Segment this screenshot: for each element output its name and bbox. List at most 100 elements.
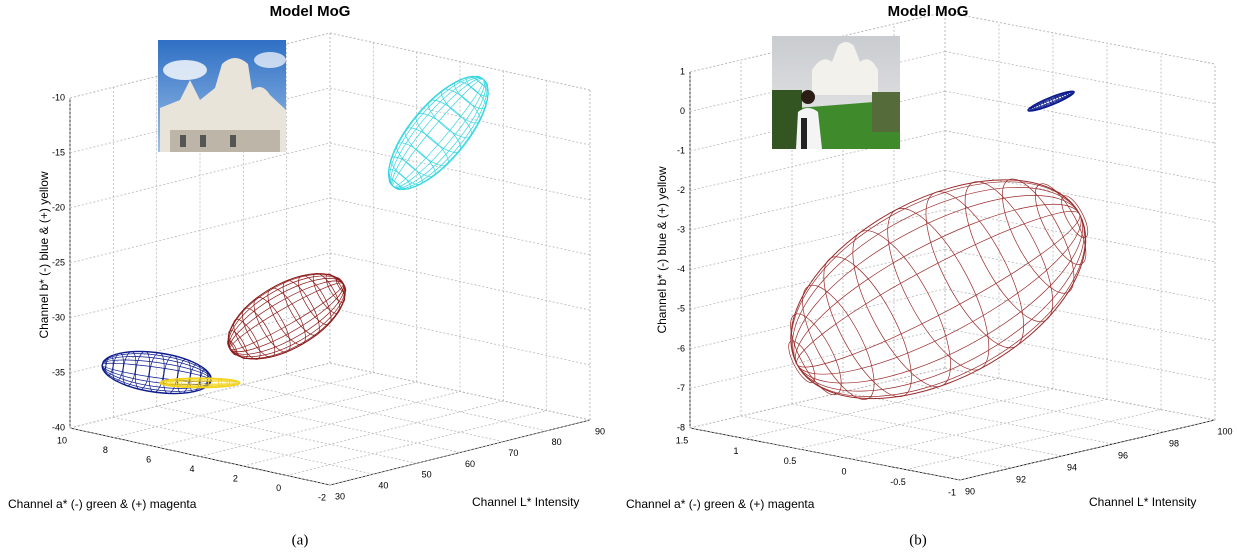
y-tick-label: 6 bbox=[146, 454, 151, 464]
ellipsoid bbox=[788, 178, 1089, 400]
z-axis-label: Channel b* (-) blue & (+) yellow bbox=[655, 166, 669, 333]
grid-line bbox=[944, 11, 1216, 65]
x-axis-label: Channel L* Intensity bbox=[1089, 495, 1196, 509]
z-tick-label: 1 bbox=[680, 66, 685, 76]
z-tick-label: -1 bbox=[677, 145, 685, 155]
y-tick-label: 2 bbox=[233, 473, 238, 483]
grid-line bbox=[689, 367, 946, 429]
y-tick-label: 1 bbox=[733, 446, 738, 456]
grid-line bbox=[905, 409, 1162, 470]
y-tick-label: 10 bbox=[57, 435, 67, 445]
grid-line bbox=[944, 51, 1216, 104]
grid-line bbox=[740, 415, 1012, 469]
grid-line bbox=[329, 307, 591, 366]
grid-line bbox=[944, 248, 1216, 302]
x-tick-label: 90 bbox=[595, 426, 605, 436]
caption: (a) bbox=[292, 532, 309, 548]
x-tick-label: 90 bbox=[965, 486, 975, 496]
ellipsoid-outline bbox=[387, 75, 489, 190]
grid-line bbox=[743, 378, 1000, 439]
y-tick-label: 8 bbox=[103, 445, 108, 455]
ellipsoid-outline bbox=[159, 377, 241, 389]
grid-line bbox=[944, 288, 1216, 342]
grid-line bbox=[199, 395, 461, 453]
wireframe-meridian bbox=[795, 203, 1082, 375]
grid-line bbox=[329, 419, 591, 486]
grid-line bbox=[156, 381, 417, 448]
y-axis-label: Channel a* (-) green & (+) magenta bbox=[8, 497, 197, 511]
z-axis-label: Channel b* (-) blue & (+) yellow bbox=[37, 171, 51, 338]
chart-title: Model MoG bbox=[888, 3, 969, 20]
wireframe-meridian bbox=[796, 210, 1081, 368]
wireframe-meridian bbox=[793, 195, 1083, 384]
grid-line bbox=[69, 362, 331, 429]
z-tick-label: -7 bbox=[677, 383, 685, 393]
grid-line bbox=[944, 328, 1216, 381]
grid-line bbox=[286, 410, 547, 476]
grid-line bbox=[689, 288, 946, 350]
x-tick-label: 40 bbox=[378, 481, 388, 491]
ellipsoid-outline bbox=[227, 273, 346, 360]
x-tick-label: 92 bbox=[1016, 474, 1026, 484]
z-tick-label: -15 bbox=[52, 147, 65, 157]
grid-line bbox=[243, 400, 504, 467]
grid-line bbox=[199, 391, 461, 457]
wireframe-ring bbox=[852, 230, 951, 388]
x-tick-label: 94 bbox=[1067, 462, 1077, 472]
y-tick-label: 0 bbox=[841, 467, 846, 477]
grid-line bbox=[113, 372, 374, 438]
grid-line bbox=[689, 367, 946, 429]
wireframe-meridian bbox=[790, 181, 1086, 397]
grid-line bbox=[944, 130, 1216, 184]
x-tick-label: 80 bbox=[552, 437, 562, 447]
ellipsoid bbox=[227, 273, 347, 360]
x-tick-label: 50 bbox=[422, 470, 432, 480]
grid-line bbox=[286, 373, 547, 432]
wireframe-meridian bbox=[791, 186, 1085, 392]
wireframe-meridian bbox=[1027, 91, 1075, 111]
x-tick-label: 96 bbox=[1118, 450, 1128, 460]
wireframe-meridian bbox=[388, 76, 489, 190]
grid-line bbox=[797, 388, 1054, 450]
y-tick-label: 0 bbox=[276, 483, 281, 493]
caption: (b) bbox=[909, 532, 927, 548]
x-tick-label: 30 bbox=[335, 491, 345, 501]
wireframe-ring bbox=[415, 113, 462, 153]
x-tick-label: 98 bbox=[1169, 438, 1179, 448]
grid-line bbox=[329, 32, 591, 91]
ellipsoid-outline bbox=[790, 179, 1087, 400]
chart-title: Model MoG bbox=[270, 3, 351, 20]
ellipsoid bbox=[159, 377, 241, 389]
photo-b bbox=[772, 36, 900, 149]
wireframe-ring bbox=[925, 191, 1025, 349]
x-axis-label: Channel L* Intensity bbox=[472, 495, 579, 509]
grid-line bbox=[689, 248, 946, 310]
z-tick-label: -35 bbox=[52, 367, 65, 377]
grid-line bbox=[689, 169, 946, 231]
grid-line bbox=[944, 169, 1216, 223]
wireframe-meridian bbox=[391, 78, 485, 188]
y-axis-label: Channel a* (-) green & (+) magenta bbox=[626, 497, 815, 511]
z-tick-label: -30 bbox=[52, 312, 65, 322]
z-tick-label: -3 bbox=[677, 225, 685, 235]
grid-line bbox=[944, 90, 1216, 144]
y-tick-label: -1 bbox=[948, 487, 956, 497]
grid-line bbox=[851, 398, 1108, 460]
z-tick-label: -8 bbox=[677, 422, 685, 432]
z-tick-label: 0 bbox=[680, 106, 685, 116]
x-tick-label: 70 bbox=[508, 448, 518, 458]
wireframe-ring bbox=[802, 284, 875, 400]
z-tick-label: -40 bbox=[52, 422, 65, 432]
wireframe-meridian bbox=[392, 78, 485, 188]
x-tick-label: 100 bbox=[1217, 426, 1232, 436]
grid-line bbox=[69, 87, 331, 154]
z-tick-label: -6 bbox=[677, 343, 685, 353]
z-tick-label: -5 bbox=[677, 304, 685, 314]
wireframe-meridian bbox=[390, 77, 487, 189]
y-tick-label: 4 bbox=[189, 464, 194, 474]
z-tick-label: -20 bbox=[52, 202, 65, 212]
y-tick-label: 1.5 bbox=[676, 435, 689, 445]
grid-line bbox=[893, 379, 1165, 433]
ellipsoid bbox=[387, 75, 489, 191]
